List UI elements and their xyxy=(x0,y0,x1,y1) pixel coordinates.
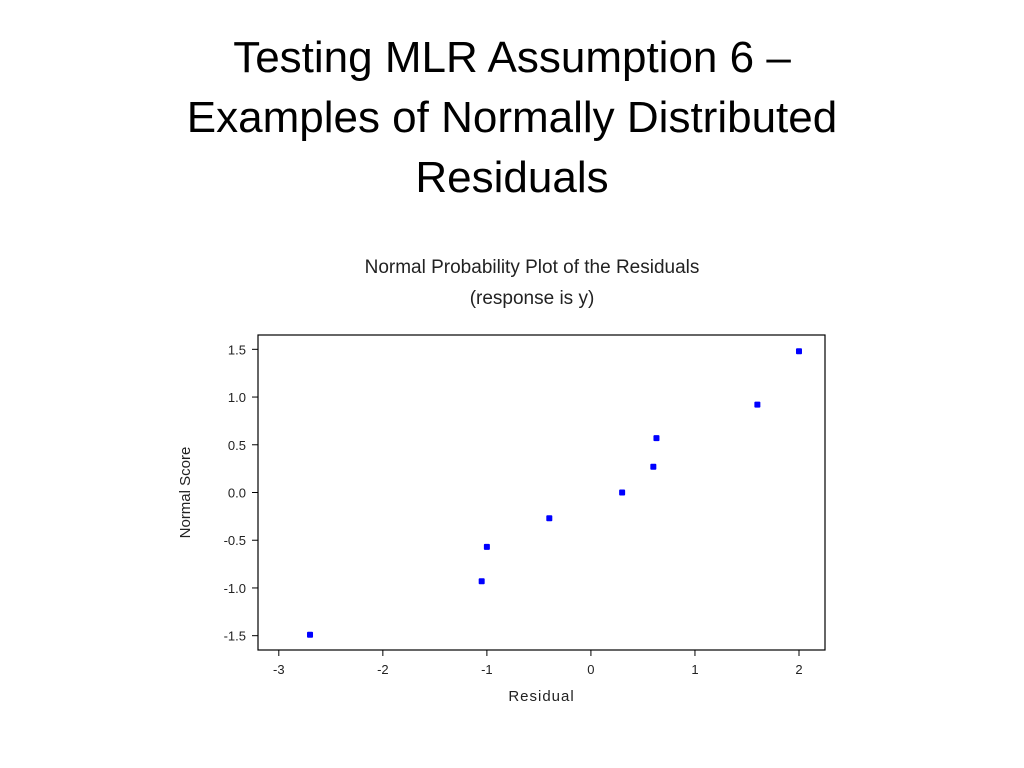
y-tick-label: 1.0 xyxy=(228,390,246,405)
x-tick-label: -3 xyxy=(273,662,285,677)
plot-frame xyxy=(257,334,826,651)
y-tick-label: 1.5 xyxy=(228,342,246,357)
y-axis-label: Normal Score xyxy=(177,447,194,539)
x-tick-label: 2 xyxy=(795,662,802,677)
x-tick-label: -2 xyxy=(377,662,389,677)
data-point xyxy=(478,578,485,585)
chart-title: Normal Probability Plot of the Residuals xyxy=(364,257,700,278)
data-point xyxy=(483,543,490,550)
y-tick-label: 0.0 xyxy=(228,486,246,501)
slide-title-line-2: Examples of Normally Distributed xyxy=(186,93,838,142)
x-tick-label: 1 xyxy=(691,662,698,677)
data-point xyxy=(650,463,657,470)
x-tick-label: 0 xyxy=(587,662,594,677)
chart-subtitle: (response is y) xyxy=(469,288,595,309)
slide-title-line-1: Testing MLR Assumption 6 – xyxy=(233,33,791,82)
y-tick-label: -0.5 xyxy=(224,533,246,548)
y-axis: 1.5 1.0 0.5 0.0 -0.5 -1.0 -1.5 xyxy=(224,342,258,644)
x-tick-label: -1 xyxy=(481,662,493,677)
slide-title-line-3: Residuals xyxy=(415,153,609,202)
data-point xyxy=(653,435,660,442)
data-point xyxy=(754,401,761,408)
data-point xyxy=(546,515,553,522)
y-tick-label: -1.0 xyxy=(224,581,246,596)
data-points xyxy=(307,348,802,638)
x-axis-label: Residual xyxy=(508,688,574,705)
data-point xyxy=(795,348,802,355)
x-axis: -3 -2 -1 0 1 2 xyxy=(273,650,803,677)
chart-heading: Normal Probability Plot of the Residuals… xyxy=(262,252,802,314)
slide-title: Testing MLR Assumption 6 – Examples of N… xyxy=(62,28,962,208)
data-point xyxy=(307,631,314,638)
y-tick-label: 0.5 xyxy=(228,438,246,453)
data-point xyxy=(619,489,626,496)
y-tick-label: -1.5 xyxy=(224,629,246,644)
